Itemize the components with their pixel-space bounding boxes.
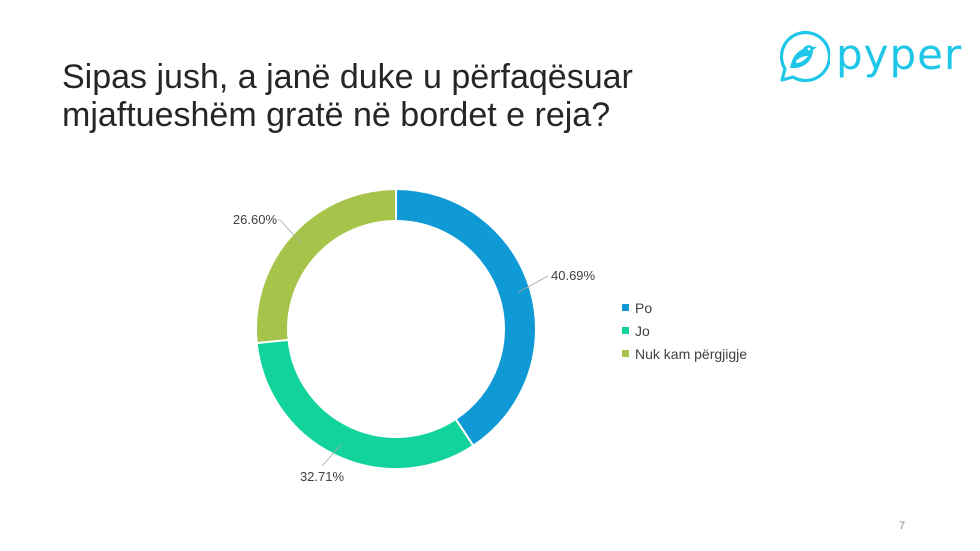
data-label-po: 40.69%	[551, 268, 596, 283]
pyper-logo: pyper	[770, 28, 963, 88]
legend-item-nuk-kam-pergjigje: Nuk kam përgjigje	[622, 342, 747, 365]
legend-swatch-nuk-kam-pergjigje	[622, 350, 629, 357]
leader-line-po	[518, 275, 549, 293]
logo-bird-eye	[807, 47, 811, 51]
page-number: 7	[899, 520, 906, 532]
legend-label-nuk-kam-pergjigje: Nuk kam përgjigje	[635, 345, 748, 362]
title-line-2: mjaftueshëm gratë në bordet e reja?	[62, 96, 611, 134]
legend-swatch-jo	[622, 327, 629, 334]
legend-label-jo: Jo	[635, 322, 650, 339]
title-line-1: Sipas jush, a janë duke u përfaqësuar	[62, 58, 633, 96]
chart-leader-lines	[278, 219, 549, 467]
page-title: Sipas jush, a janë duke u përfaqësuar mj…	[62, 58, 702, 134]
legend-label-po: Po	[635, 299, 653, 316]
logo-bird-wing	[796, 56, 808, 63]
slice-nuk-kam-pergjigje	[255, 187, 397, 345]
legend-item-jo: Jo	[622, 319, 747, 342]
slice-po	[395, 187, 537, 448]
logo-text: pyper	[836, 30, 963, 79]
legend-item-po: Po	[622, 296, 747, 319]
bird-icon	[779, 30, 832, 83]
data-label-nuk-kam-pergjigje: 26.60%	[233, 212, 278, 227]
data-label-jo: 32.71%	[300, 469, 345, 484]
leader-line-jo	[321, 444, 342, 467]
slice-jo	[255, 338, 475, 470]
chart-data-labels: 40.69% 32.71% 26.60%	[233, 212, 596, 484]
leader-line-nuk-kam-pergjigje	[278, 219, 302, 244]
chart-slices	[255, 187, 537, 470]
logo-bubble	[779, 30, 832, 83]
legend-swatch-po	[622, 304, 629, 311]
chart-legend: Po Jo Nuk kam përgjigje	[622, 296, 747, 365]
